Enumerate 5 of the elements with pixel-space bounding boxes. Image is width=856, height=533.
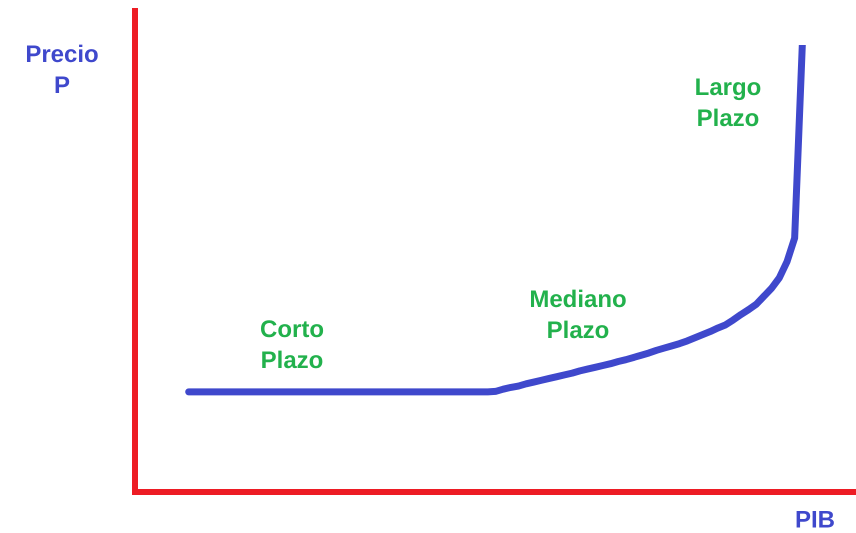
annotation: Largo Plazo [694,73,762,134]
x-axis-title: PIB [794,506,836,533]
annotation: Mediano Plazo [529,285,627,346]
y-axis-title: Precio P [25,40,99,101]
annotation: Corto Plazo [260,315,324,376]
